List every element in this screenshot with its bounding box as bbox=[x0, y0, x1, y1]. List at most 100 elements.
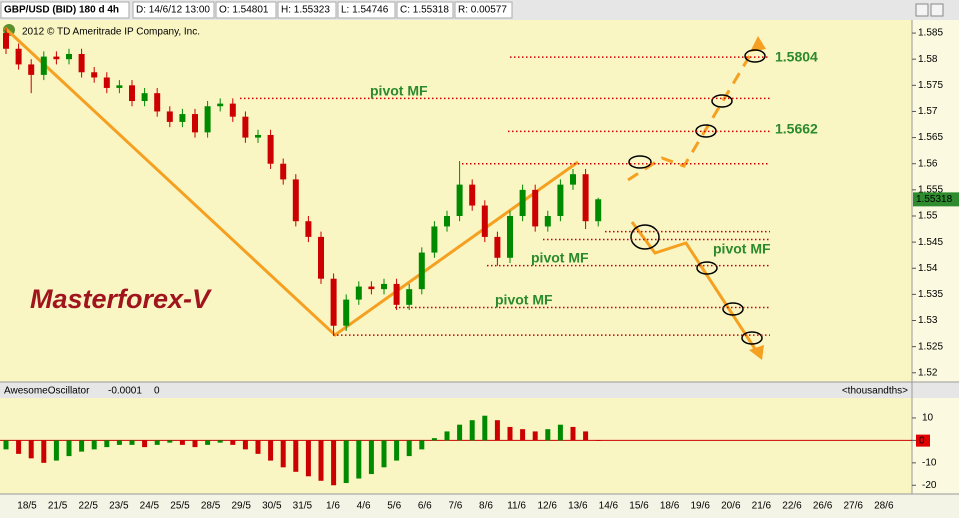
x-tick-label: 4/6 bbox=[357, 501, 371, 512]
osc-bar bbox=[268, 440, 274, 461]
osc-bar bbox=[66, 440, 72, 457]
info-box bbox=[337, 1, 396, 19]
x-axis-area bbox=[0, 494, 959, 518]
y-tick-label: 1.535 bbox=[918, 289, 943, 300]
info: D: 14/6/12 13:00 bbox=[136, 5, 210, 16]
x-tick-label: 24/5 bbox=[140, 501, 160, 512]
x-tick-label: 28/6 bbox=[874, 501, 894, 512]
osc-bar bbox=[154, 440, 160, 445]
osc-bar bbox=[41, 440, 47, 463]
osc-bar bbox=[457, 424, 463, 441]
last-value-tag bbox=[916, 434, 930, 447]
osc-bar bbox=[179, 440, 185, 445]
x-tick-label: 15/6 bbox=[629, 501, 649, 512]
candle-body bbox=[154, 93, 161, 112]
osc-bar bbox=[444, 431, 450, 441]
osc-bar bbox=[545, 429, 551, 441]
osc-bar bbox=[230, 440, 236, 445]
candle-body bbox=[28, 64, 35, 75]
osc-bar bbox=[116, 440, 122, 445]
osc-bar bbox=[280, 440, 286, 468]
candle-body bbox=[103, 77, 110, 88]
candle-body bbox=[431, 226, 438, 253]
osc-bar bbox=[205, 440, 211, 445]
y-tick-label: -20 bbox=[922, 480, 937, 491]
osc-title: AwesomeOscillator bbox=[4, 386, 90, 397]
candle-body bbox=[229, 103, 236, 117]
candle-body bbox=[78, 53, 85, 73]
info: L: 1.54746 bbox=[341, 5, 389, 16]
osc-bar bbox=[129, 440, 135, 445]
candle-body bbox=[53, 56, 60, 60]
candle-body bbox=[418, 252, 425, 290]
info-box bbox=[396, 1, 454, 19]
candle-body bbox=[481, 205, 488, 237]
osc-units: <thousandths> bbox=[842, 386, 908, 397]
x-tick-label: 30/5 bbox=[262, 501, 282, 512]
osc-bar bbox=[406, 440, 412, 457]
x-tick-label: 21/6 bbox=[752, 501, 772, 512]
osc-bar bbox=[394, 440, 400, 461]
osc-bar bbox=[494, 420, 500, 441]
osc-bar bbox=[331, 440, 337, 486]
candle-body bbox=[3, 33, 9, 49]
info: R: 0.00577 bbox=[458, 5, 507, 16]
y-tick-label: 1.575 bbox=[918, 80, 943, 91]
last-price: 1.55318 bbox=[916, 194, 953, 205]
osc-bar bbox=[305, 440, 311, 477]
symbol-box bbox=[0, 1, 130, 19]
candle-body bbox=[292, 179, 299, 222]
annotation: 1.5804 bbox=[775, 49, 818, 65]
y-tick-label: -10 bbox=[922, 457, 937, 468]
osc-bar bbox=[293, 440, 299, 472]
x-tick-label: 29/5 bbox=[231, 501, 251, 512]
candle-body bbox=[494, 236, 501, 258]
x-tick-label: 18/5 bbox=[17, 501, 37, 512]
y-tick-label: 1.58 bbox=[918, 54, 938, 65]
candle-body bbox=[129, 85, 135, 102]
candle-body bbox=[66, 53, 72, 60]
candle-body bbox=[582, 174, 589, 222]
info: H: 1.55323 bbox=[281, 5, 330, 16]
x-tick-label: 22/6 bbox=[782, 501, 802, 512]
x-tick-label: 1/6 bbox=[326, 501, 340, 512]
osc-bar bbox=[104, 440, 110, 448]
trend-lines bbox=[3, 26, 766, 360]
osc-bar bbox=[3, 440, 9, 450]
osc-header-bar bbox=[0, 382, 959, 398]
window-button[interactable] bbox=[930, 3, 944, 17]
candle-body bbox=[166, 111, 173, 122]
info: C: 1.55318 bbox=[400, 5, 449, 16]
osc-bar bbox=[583, 431, 589, 441]
x-tick-label: 28/5 bbox=[201, 501, 221, 512]
y-tick-label: 1.54 bbox=[918, 263, 938, 274]
candle-body bbox=[318, 236, 324, 279]
x-tick-label: 6/6 bbox=[418, 501, 432, 512]
candle-body bbox=[381, 283, 387, 290]
candle-body bbox=[557, 184, 564, 216]
osc-bar bbox=[419, 440, 425, 450]
candle-body bbox=[255, 134, 261, 138]
x-tick-label: 20/6 bbox=[721, 501, 741, 512]
y-tick-label: 1.55 bbox=[918, 211, 938, 222]
osc-bar bbox=[520, 429, 526, 441]
x-tick-label: 7/6 bbox=[448, 501, 462, 512]
osc-readout: 0 bbox=[154, 386, 160, 397]
x-tick-label: 8/6 bbox=[479, 501, 493, 512]
osc-bar bbox=[242, 440, 248, 450]
window-button[interactable] bbox=[915, 3, 929, 17]
x-tick-label: 5/6 bbox=[387, 501, 401, 512]
candle-body bbox=[343, 299, 350, 326]
osc-bar bbox=[368, 440, 374, 475]
x-tick-label: 22/5 bbox=[78, 501, 98, 512]
candle-body bbox=[330, 278, 337, 326]
candle-body bbox=[116, 85, 123, 88]
candle-body bbox=[15, 48, 22, 65]
osc-bar bbox=[217, 440, 223, 443]
x-tick-label: 31/5 bbox=[293, 501, 313, 512]
osc-bar bbox=[167, 440, 173, 443]
x-tick-label: 12/6 bbox=[537, 501, 557, 512]
y-tick-label: 1.52 bbox=[918, 367, 938, 378]
y-tick-label: 1.57 bbox=[918, 106, 938, 117]
info-box bbox=[132, 1, 215, 19]
